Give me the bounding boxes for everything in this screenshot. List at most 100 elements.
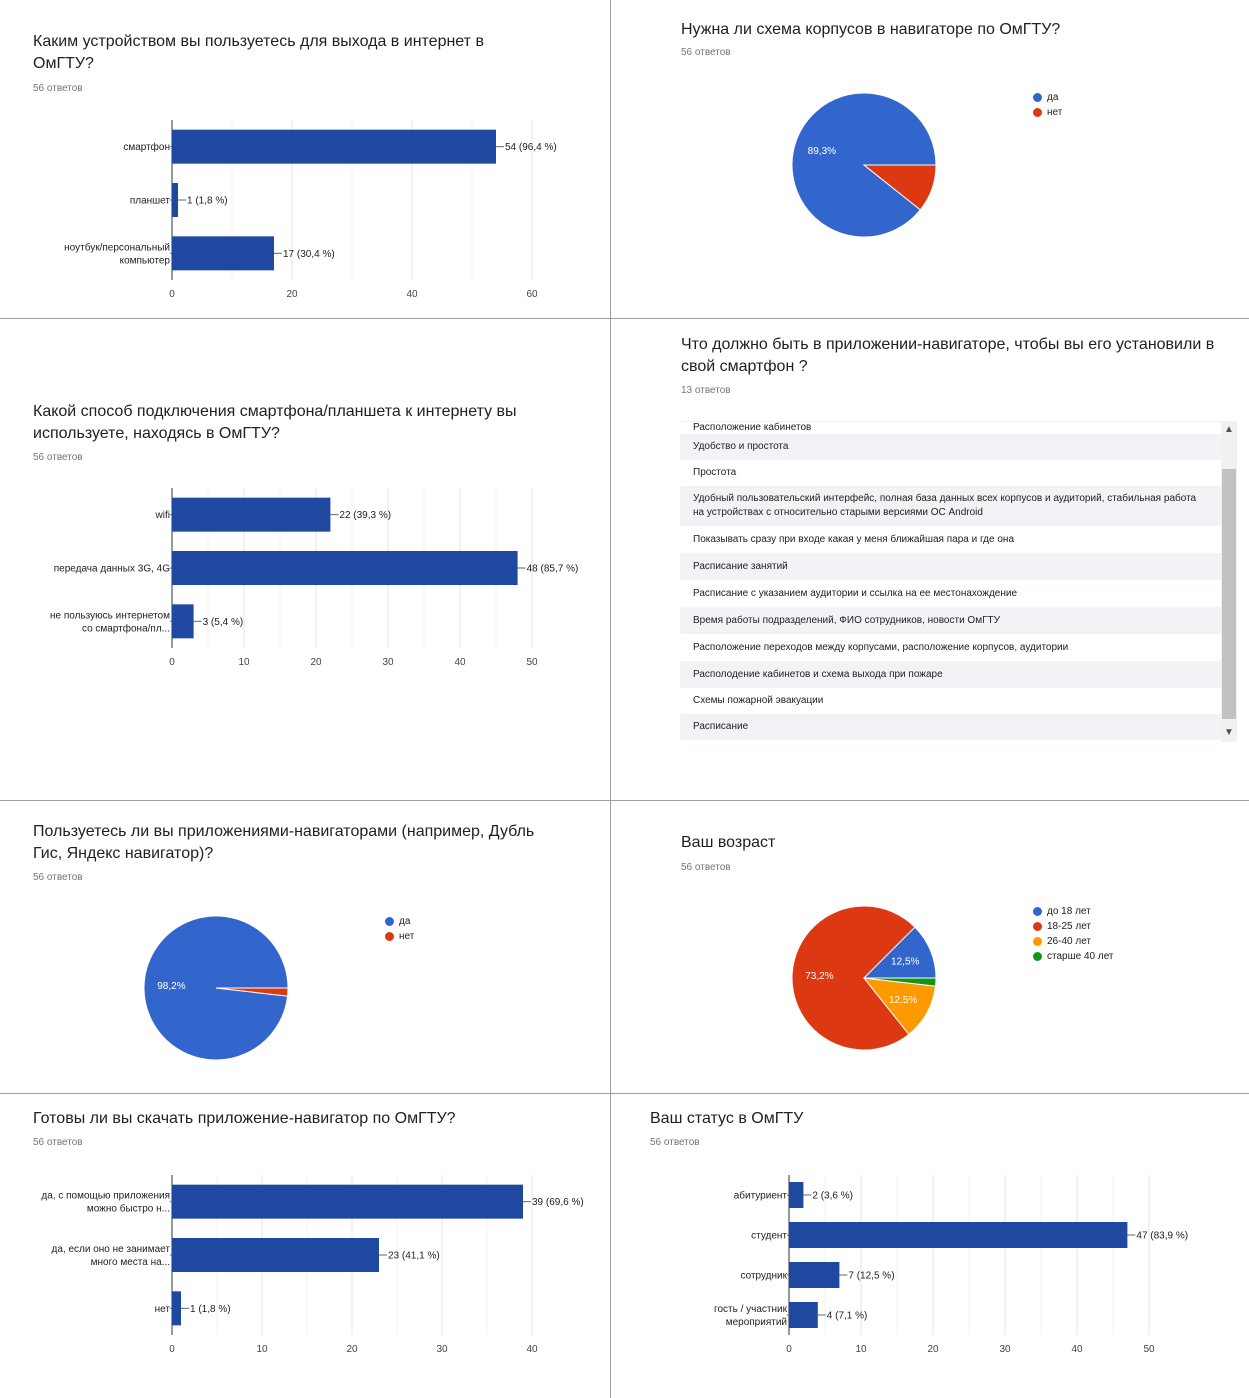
bar: [172, 497, 331, 532]
legend-swatch: [1033, 922, 1042, 931]
scroll-thumb[interactable]: [1222, 469, 1236, 719]
x-tick-label: 40: [406, 289, 418, 300]
data-label: 7 (12,5 %): [848, 1271, 894, 1282]
category-label: планшет: [130, 196, 171, 207]
data-label: 2 (3,6 %): [812, 1191, 853, 1202]
row-divider: [0, 800, 1249, 801]
legend-label: до 18 лет: [1047, 906, 1091, 917]
scroll-down-icon[interactable]: ▼: [1224, 727, 1234, 738]
x-tick-label: 40: [1071, 1344, 1083, 1355]
legend-label: нет: [399, 931, 415, 942]
scroll-up-icon[interactable]: ▲: [1224, 424, 1234, 435]
category-label: студент: [751, 1231, 787, 1242]
data-label: 48 (85,7 %): [527, 564, 579, 575]
x-tick-label: 30: [999, 1344, 1011, 1355]
response-count: 56 ответов: [33, 872, 83, 883]
category-label: со смартфона/пл...: [82, 622, 170, 634]
pie-slice: [862, 164, 937, 211]
response-row: Схемы пожарной эвакуации: [680, 688, 1237, 714]
data-label: 3 (5,4 %): [203, 617, 244, 628]
row-divider: [0, 1093, 1249, 1094]
pie-slice: [215, 987, 289, 997]
legend-item: да: [385, 914, 414, 929]
response-count: 56 ответов: [681, 862, 731, 873]
bar: [789, 1262, 840, 1288]
category-label: смартфон: [123, 141, 170, 153]
legend-item: старше 40 лет: [1033, 949, 1114, 964]
response-row: Удобный пользовательский интерфейс, полн…: [680, 486, 1237, 526]
legend-swatch: [385, 917, 394, 926]
response-row: Удобство и простота: [680, 434, 1237, 460]
chart-legend: до 18 лет 18-25 лет 26-40 лет старше 40 лет: [1033, 904, 1114, 964]
x-tick-label: 60: [526, 289, 538, 300]
response-row: Простота: [680, 460, 1237, 486]
legend-item: 18-25 лет: [1033, 919, 1114, 934]
bar: [172, 551, 518, 585]
data-label: 23 (41,1 %): [388, 1251, 440, 1262]
response-count: 56 ответов: [33, 1137, 83, 1148]
response-row: Расписание: [680, 714, 1237, 740]
category-label: абитуриент: [734, 1190, 788, 1202]
bar: [789, 1222, 1128, 1248]
category-label: wifi: [155, 510, 170, 521]
bar: [172, 604, 194, 639]
question-title: Готовы ли вы скачать приложение-навигато…: [33, 1110, 456, 1127]
bar-chart: 0 10 20 30 40 39 (69,6 %) да, с помощью прилож…: [41, 1175, 584, 1355]
bar-chart: 0 10 20 30 40 50 2 (3,6 %) абитуриент 47 (83,9 %…: [714, 1175, 1188, 1355]
data-label: 47 (83,9 %): [1136, 1231, 1188, 1242]
legend-label: старше 40 лет: [1047, 951, 1114, 962]
response-count: 56 ответов: [33, 83, 83, 94]
x-tick-label: 20: [927, 1344, 939, 1355]
bar: [172, 1184, 523, 1219]
category-label: мероприятий: [726, 1317, 787, 1328]
question-title: Что должно быть в приложении-навигаторе,…: [681, 336, 1215, 375]
bar: [172, 1291, 181, 1326]
category-label: ноутбук/персональный: [64, 241, 170, 253]
category-label: не пользуюсь интернетом: [50, 610, 170, 621]
bar: [172, 183, 178, 217]
x-tick-label: 40: [526, 1344, 538, 1355]
responses-list[interactable]: Расположение кабинетов Удобство и простот…: [680, 421, 1237, 743]
pie-slice: [863, 977, 937, 987]
x-tick-label: 0: [786, 1344, 792, 1355]
legend-item: да: [1033, 90, 1062, 105]
pie-chart: 89,3%: [791, 92, 937, 238]
response-row: Расположение переходов между корпусами, …: [680, 634, 1237, 661]
x-tick-label: 0: [169, 1344, 175, 1355]
scrollbar[interactable]: ▲ ▼: [1221, 421, 1237, 742]
pie-chart: 98,2%: [143, 915, 289, 1061]
data-label: 39 (69,6 %): [532, 1197, 584, 1208]
category-label: да, с помощью приложения: [41, 1191, 170, 1202]
legend-label: да: [399, 916, 411, 927]
category-label: компьютер: [120, 255, 171, 266]
question-title: Ваш статус в ОмГТУ: [650, 1110, 804, 1127]
legend-item: нет: [1033, 105, 1062, 120]
x-tick-label: 50: [526, 657, 538, 668]
x-tick-label: 50: [1143, 1344, 1155, 1355]
bar-chart: 0 10 20 30 40 50 22 (39,3 %) wifi 48 (85,7 %) пер…: [50, 488, 579, 668]
x-tick-label: 10: [855, 1344, 867, 1355]
legend-swatch: [1033, 952, 1042, 961]
legend-label: нет: [1047, 107, 1063, 118]
data-label: 54 (96,4 %): [505, 142, 557, 153]
response-count: 56 ответов: [33, 452, 83, 463]
data-label: 17 (30,4 %): [283, 249, 335, 260]
pie-slice: [791, 905, 916, 1051]
x-tick-label: 0: [169, 289, 175, 300]
legend-swatch: [1033, 937, 1042, 946]
x-tick-label: 10: [238, 657, 250, 668]
category-label: можно быстро н...: [87, 1203, 170, 1215]
response-row: Время работы подразделений, ФИО сотрудни…: [680, 607, 1237, 634]
category-label: передача данных 3G, 4G: [54, 564, 170, 575]
row-divider: [0, 318, 1249, 319]
question-title: Пользуетесь ли вы приложениями-навигатор…: [33, 823, 535, 862]
response-count: 56 ответов: [650, 1137, 700, 1148]
data-label: 1 (1,8 %): [187, 196, 228, 207]
x-tick-label: 20: [286, 289, 298, 300]
category-label: гость / участник: [714, 1304, 788, 1315]
response-row: Расположение кабинетов: [680, 422, 1237, 434]
category-label: много места на...: [91, 1257, 170, 1268]
bar: [789, 1182, 804, 1208]
question-title: Какой способ подключения смартфона/планш…: [33, 403, 517, 442]
bar-chart: 0 20 40 60 54 (96,4 %) смартфон 1 (1,8 %) планш…: [64, 120, 557, 300]
